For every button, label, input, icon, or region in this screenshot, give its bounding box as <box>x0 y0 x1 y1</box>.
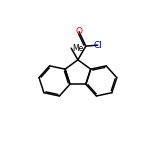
Text: O: O <box>76 27 83 36</box>
Text: Me: Me <box>72 44 83 53</box>
Text: Cl: Cl <box>93 41 102 50</box>
